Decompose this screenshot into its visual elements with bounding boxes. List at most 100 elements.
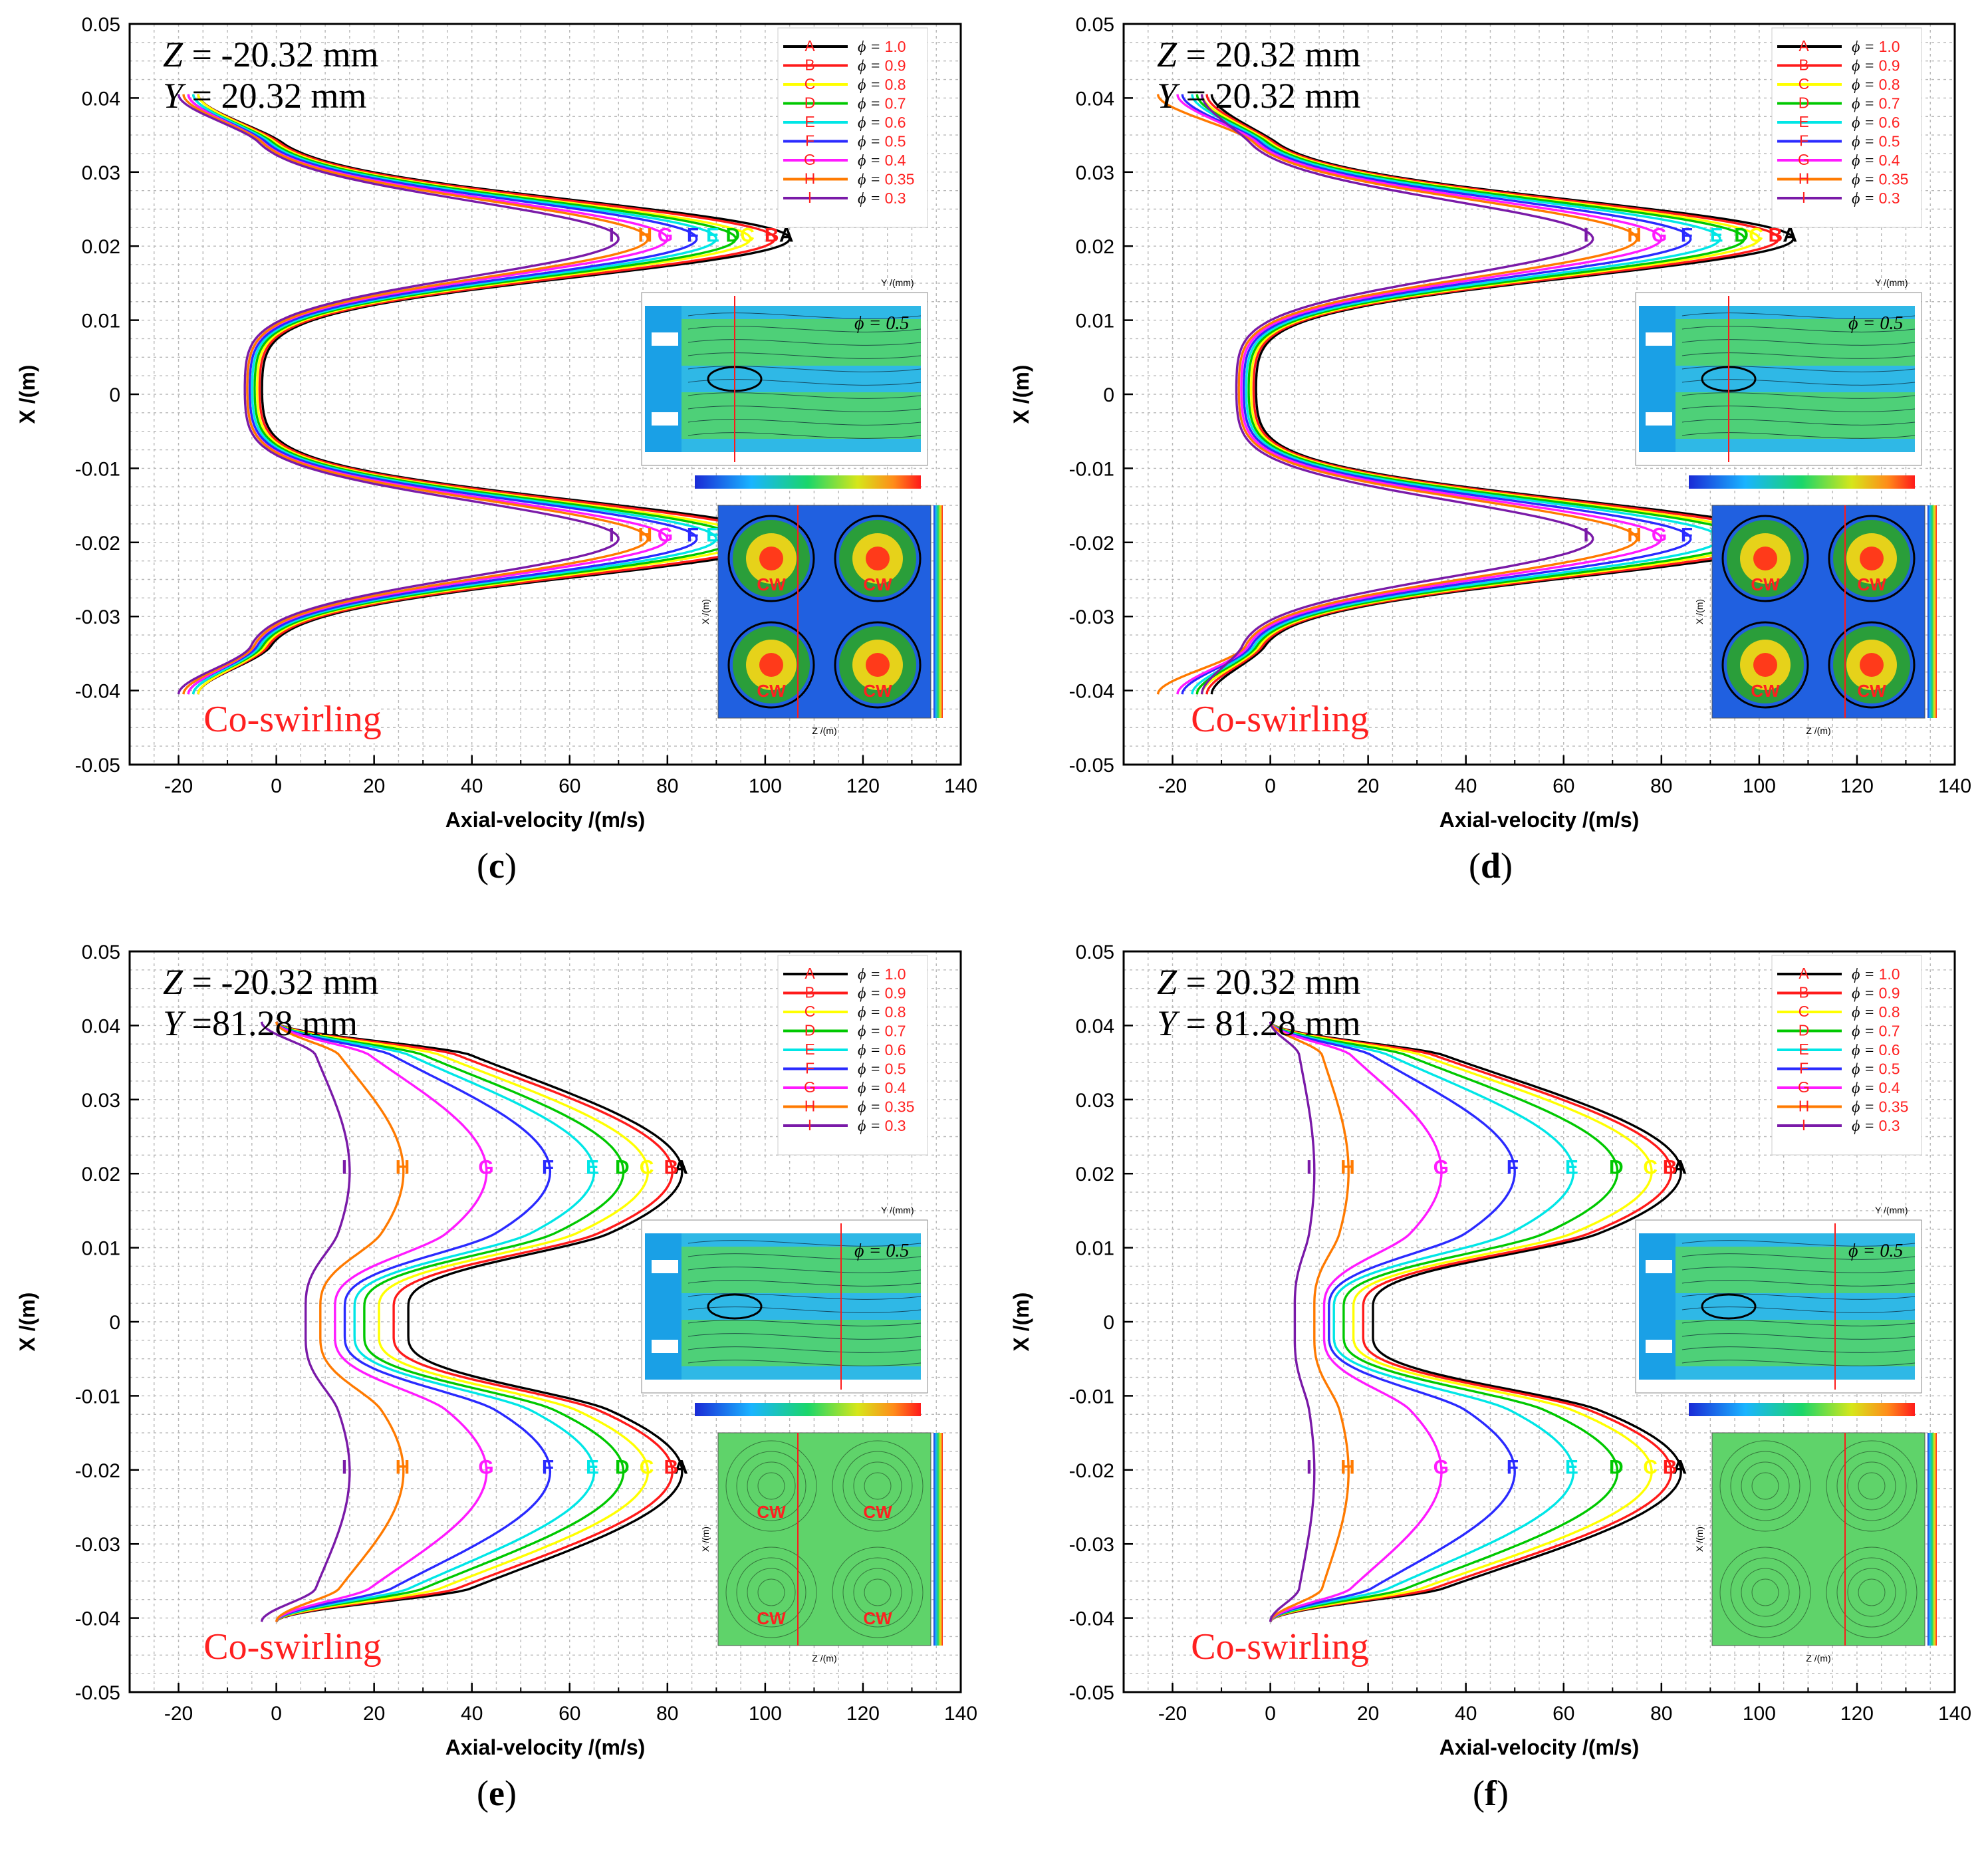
legend-value: 0.6 — [885, 114, 906, 131]
inset-streamline — [687, 366, 922, 372]
legend-value: 0.8 — [1879, 76, 1900, 93]
series-marker-G: G — [478, 1457, 493, 1479]
legend-value: 0.3 — [885, 1117, 906, 1134]
z-symbol: Z — [163, 962, 184, 1002]
series-marker-D: D — [1609, 1457, 1624, 1479]
y-position-label: Y =81.28 mm — [163, 1003, 358, 1043]
legend-symbol: H — [805, 1098, 816, 1115]
section-label: Z = 20.32 mmY = 20.32 mm — [1157, 35, 1361, 116]
inset-streamline — [1681, 1267, 1916, 1273]
vortex-streamline — [864, 1472, 892, 1500]
legend-phi: ϕ = — [1852, 96, 1879, 113]
x-tick-label: 20 — [363, 775, 385, 797]
series-line-F — [1269, 1021, 1516, 1622]
legend-phi: ϕ = — [858, 58, 885, 75]
inset-phi-label: ϕ = 0.5 — [854, 1241, 909, 1261]
series-marker-A: A — [1783, 225, 1798, 247]
z-symbol: Z — [1157, 35, 1178, 74]
inset-streamline — [687, 1280, 922, 1287]
series-marker-I: I — [1583, 225, 1588, 247]
x-axis-title: Axial-velocity /(m/s) — [445, 1735, 646, 1759]
y-tick-label: -0.02 — [75, 533, 120, 555]
legend-symbol: F — [805, 1060, 814, 1077]
series-marker-D: D — [1734, 225, 1749, 247]
legend-entry: ϕ = 0.35 — [858, 171, 914, 189]
legend-value: 0.8 — [885, 1003, 906, 1021]
y-value: = 81.28 mm — [1177, 1003, 1360, 1043]
inset-crosssection: X /(m) Z /(m) — [1694, 1432, 1937, 1664]
y-axis-title: X /(m) — [15, 365, 39, 424]
x-tick-label: -20 — [164, 775, 193, 797]
inset-streamline — [1681, 1253, 1916, 1260]
legend-phi: ϕ = — [1852, 985, 1879, 1003]
legend-symbol: A — [1799, 965, 1809, 982]
legend-entry: ϕ = 0.4 — [858, 1079, 906, 1097]
inset-phi-label: ϕ = 0.5 — [854, 313, 909, 334]
y-tick-label: -0.05 — [1069, 755, 1114, 777]
inset2-colorbar — [1927, 505, 1937, 718]
z-position-label: Z = -20.32 mm — [163, 35, 379, 74]
vortex-streamline — [853, 1568, 902, 1617]
x-tick-label: 0 — [1265, 775, 1276, 797]
y-tick-label: -0.02 — [75, 1460, 120, 1482]
legend-value: 0.7 — [1879, 95, 1900, 112]
inset-vortex — [1701, 1293, 1757, 1320]
series-marker-G: G — [1652, 225, 1667, 247]
x-tick-label: 40 — [461, 775, 483, 797]
y-symbol: Y — [1157, 76, 1180, 116]
vortex-streamline — [853, 1461, 902, 1511]
legend-symbol: E — [805, 1041, 814, 1058]
legend-symbol: E — [1799, 1041, 1808, 1058]
series-marker-F: F — [542, 1457, 554, 1479]
legend-value: 0.3 — [1879, 1117, 1900, 1134]
grid — [1123, 23, 1955, 765]
vortex-streamline — [1751, 1472, 1779, 1500]
y-tick-label: 0.03 — [82, 1090, 120, 1112]
legend-phi: ϕ = — [1852, 1023, 1879, 1041]
inset2-x-label: X /(m) — [700, 599, 711, 624]
vortex-streamline — [1826, 1546, 1918, 1638]
y-tick-label: 0.02 — [82, 1164, 120, 1185]
legend-value: 1.0 — [1879, 38, 1900, 55]
inset-streamline — [1681, 392, 1916, 399]
x-tick-label: 140 — [1938, 1703, 1971, 1725]
legend-value: 0.7 — [885, 1023, 906, 1040]
inset-jet-lower — [682, 1320, 921, 1366]
series-line-A — [1269, 1021, 1682, 1623]
inset-streamline — [687, 352, 922, 359]
inset2-z-label: Z /(m) — [812, 1653, 836, 1664]
x-tick-label: -20 — [164, 1703, 193, 1725]
y-tick-label: 0.05 — [82, 941, 120, 963]
legend-value: 0.6 — [1879, 114, 1900, 131]
series-line-I — [1269, 1021, 1316, 1622]
inset-streamline — [687, 1333, 922, 1340]
inset-jet-lower — [1676, 1320, 1915, 1366]
legend-entry: ϕ = 0.8 — [858, 1003, 906, 1021]
co-swirling-label: Co-swirling — [1191, 699, 1369, 740]
inset-streamline — [687, 1306, 922, 1313]
y-value: = 20.32 mm — [1177, 76, 1360, 116]
vortex-streamline — [1741, 1461, 1790, 1511]
series-marker-C: C — [1643, 1457, 1658, 1479]
series-marker-E: E — [706, 225, 719, 247]
y-position-label: Y = 81.28 mm — [1157, 1003, 1361, 1043]
inset2-field — [1711, 1432, 1926, 1646]
series-marker-G: G — [658, 225, 673, 247]
legend-value: 0.8 — [1879, 1003, 1900, 1021]
x-tick-label: 0 — [271, 1703, 282, 1725]
legend-phi: ϕ = — [858, 114, 885, 132]
inset-port — [652, 412, 678, 426]
cw-label: CW — [757, 1502, 786, 1522]
vortex-streamline — [832, 1546, 924, 1638]
series-line-H — [1156, 94, 1638, 695]
series-marker-I: I — [342, 1156, 347, 1178]
panel-f: -20 0 20 40 60 80 100 120 140 0.05 0.04 0.03 0.02 0.0… — [994, 928, 1988, 1855]
inset-port — [1646, 412, 1672, 426]
y-tick-label: 0.04 — [1076, 88, 1114, 110]
legend-value: 0.9 — [885, 57, 906, 74]
legend-phi: ϕ = — [858, 1080, 885, 1097]
cw-label: CW — [863, 681, 892, 701]
x-tick-label: 60 — [559, 775, 580, 797]
y-symbol: Y — [163, 76, 186, 116]
